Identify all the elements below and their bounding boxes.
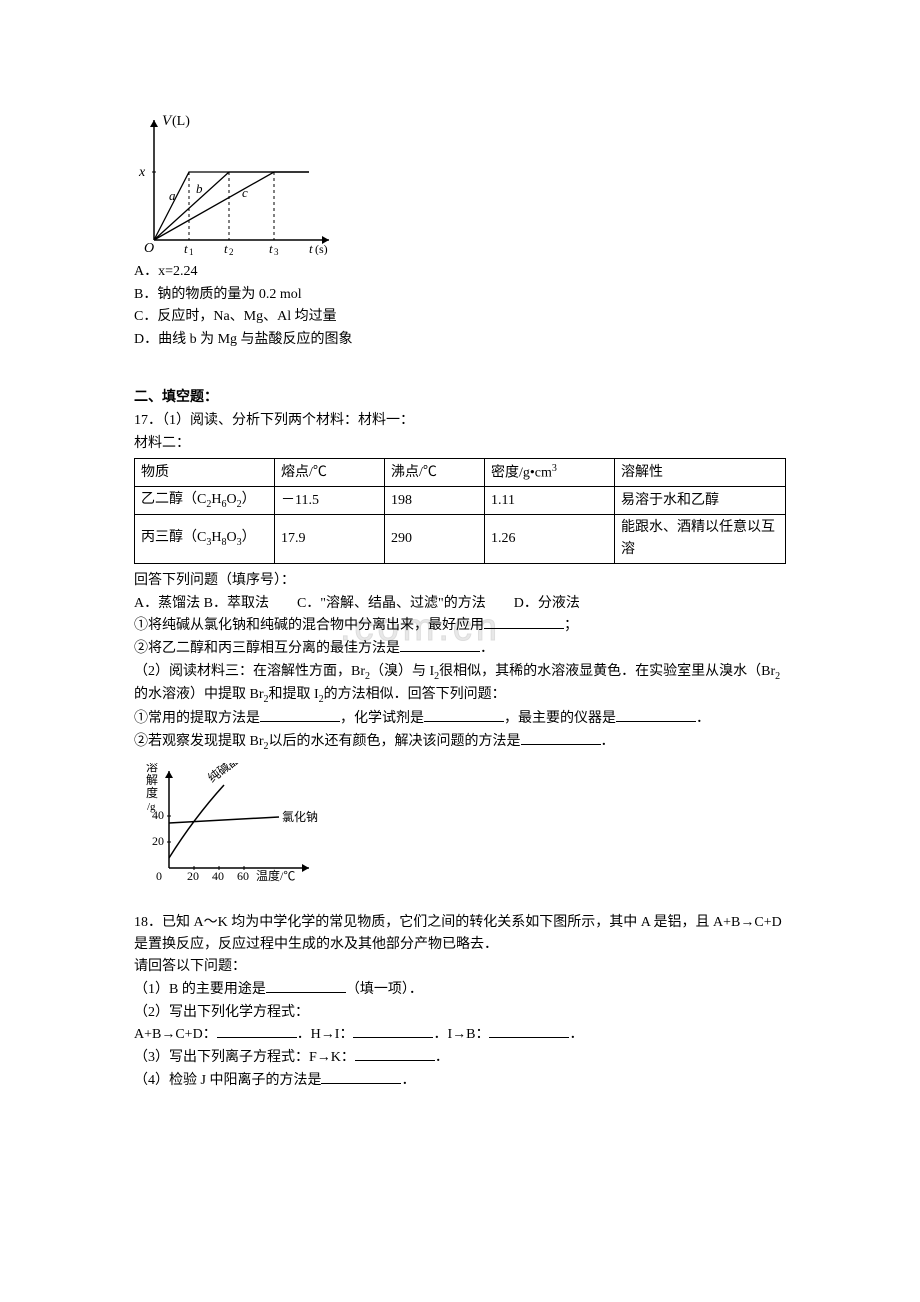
th-density: 密度/g•cm3 — [485, 458, 615, 486]
table-row: 乙二醇（C2H6O2） －11.5 198 1.11 易溶于水和乙醇 — [135, 487, 786, 515]
svg-text:20: 20 — [187, 869, 199, 883]
section-header: 二、填空题： — [134, 387, 786, 409]
q18-intro1: 18．已知 A～K 均为中学化学的常见物质，它们之间的转化关系如下图所示，其中 … — [134, 912, 786, 955]
q18-q2: （2）写出下列化学方程式： — [134, 1002, 786, 1024]
table-row: 丙三醇（C3H8O3） 17.9 290 1.26 能跟水、酒精以任意以互溶 — [135, 515, 786, 563]
blank-input[interactable] — [521, 731, 601, 745]
blank-input[interactable] — [484, 615, 564, 629]
svg-text:c: c — [242, 185, 248, 200]
svg-text:t: t — [309, 241, 313, 255]
q16-option-c: C．反应时，Na、Mg、Al 均过量 — [134, 306, 786, 328]
svg-text:度: 度 — [146, 785, 158, 800]
blank-input[interactable] — [353, 1024, 433, 1038]
blank-input[interactable] — [260, 708, 340, 722]
q17-solubility-graph: 溶 解 度 /g 40 20 0 20 40 60 温度/℃ 纯碱晶体 氯化钠 — [134, 763, 344, 883]
q17-q4: ②若观察发现提取 Br2以后的水还有颜色，解决该问题的方法是． — [134, 731, 786, 754]
q17-methods: A．蒸馏法 B．萃取法 C．"溶解、结晶、过滤"的方法 D．分液法 — [134, 593, 786, 615]
blank-input[interactable] — [489, 1024, 569, 1038]
cell-melt: 17.9 — [275, 515, 385, 563]
svg-text:1: 1 — [189, 247, 194, 255]
blank-input[interactable] — [424, 708, 504, 722]
svg-text:a: a — [169, 188, 176, 203]
svg-text:(L): (L) — [172, 114, 190, 129]
q18-q4: （4）检验 J 中阳离子的方法是． — [134, 1070, 786, 1092]
svg-text:40: 40 — [212, 869, 224, 883]
cell-sol: 易溶于水和乙醇 — [615, 487, 786, 515]
q16-option-b: B．钠的物质的量为 0.2 mol — [134, 284, 786, 306]
cell-sol: 能跟水、酒精以任意以互溶 — [615, 515, 786, 563]
q18-q2-eq: A+B→C+D：．H→I：．I→B：． — [134, 1024, 786, 1046]
svg-text:40: 40 — [152, 808, 164, 822]
q18-intro2: 请回答以下问题： — [134, 956, 786, 978]
q18-q1: （1）B 的主要用途是（填一项）． — [134, 979, 786, 1001]
th-solubility: 溶解性 — [615, 458, 786, 486]
q16-option-d: D．曲线 b 为 Mg 与盐酸反应的图象 — [134, 329, 786, 351]
svg-text:(s): (s) — [315, 242, 328, 255]
svg-text:3: 3 — [274, 247, 279, 255]
q17-q3: ①常用的提取方法是，化学试剂是，最主要的仪器是． — [134, 708, 786, 730]
q17-table: 物质 熔点/℃ 沸点/℃ 密度/g•cm3 溶解性 乙二醇（C2H6O2） －1… — [134, 458, 786, 564]
svg-text:60: 60 — [237, 869, 249, 883]
svg-text:t: t — [224, 241, 228, 255]
svg-text:纯碱晶体: 纯碱晶体 — [205, 763, 251, 785]
q16-graph: V (L) x a b c O t1 t2 t3 t(s) — [134, 110, 344, 255]
svg-text:t: t — [184, 241, 188, 255]
svg-text:2: 2 — [229, 247, 234, 255]
svg-text:20: 20 — [152, 834, 164, 848]
blank-input[interactable] — [266, 979, 346, 993]
blank-input[interactable] — [217, 1024, 297, 1038]
svg-text:0: 0 — [156, 869, 162, 883]
th-melt: 熔点/℃ — [275, 458, 385, 486]
blank-input[interactable] — [355, 1047, 435, 1061]
blank-input[interactable] — [321, 1070, 401, 1084]
svg-text:解: 解 — [146, 773, 158, 787]
svg-text:b: b — [196, 181, 203, 196]
q16-option-a: A．x=2.24 — [134, 261, 786, 283]
blank-input[interactable] — [616, 708, 696, 722]
svg-text:氯化钠: 氯化钠 — [282, 809, 318, 824]
cell-boil: 198 — [385, 487, 485, 515]
blank-input[interactable] — [400, 638, 480, 652]
cell-substance: 丙三醇（C3H8O3） — [135, 515, 275, 563]
table-row: 物质 熔点/℃ 沸点/℃ 密度/g•cm3 溶解性 — [135, 458, 786, 486]
cell-melt: －11.5 — [275, 487, 385, 515]
svg-text:t: t — [269, 241, 273, 255]
q17-q1: ①将纯碱从氯化钠和纯碱的混合物中分离出来，最好应用； — [134, 615, 786, 637]
q17-intro2: 材料二： — [134, 433, 786, 455]
svg-text:x: x — [138, 165, 146, 180]
th-substance: 物质 — [135, 458, 275, 486]
cell-density: 1.26 — [485, 515, 615, 563]
q17-p1: 回答下列问题（填序号）： — [134, 570, 786, 592]
cell-boil: 290 — [385, 515, 485, 563]
th-boil: 沸点/℃ — [385, 458, 485, 486]
svg-text:O: O — [144, 241, 154, 255]
q17-q2: ②将乙二醇和丙三醇相互分离的最佳方法是． — [134, 638, 786, 660]
cell-density: 1.11 — [485, 487, 615, 515]
q18-q3: （3）写出下列离子方程式：F→K：． — [134, 1047, 786, 1069]
svg-text:温度/℃: 温度/℃ — [256, 868, 295, 883]
q17-p2: （2）阅读材料三：在溶解性方面，Br2（溴）与 I2很相似，其稀的水溶液显黄色．… — [134, 661, 786, 708]
cell-substance: 乙二醇（C2H6O2） — [135, 487, 275, 515]
q17-intro1: 17．（1）阅读、分析下列两个材料：材料一： — [134, 410, 786, 432]
